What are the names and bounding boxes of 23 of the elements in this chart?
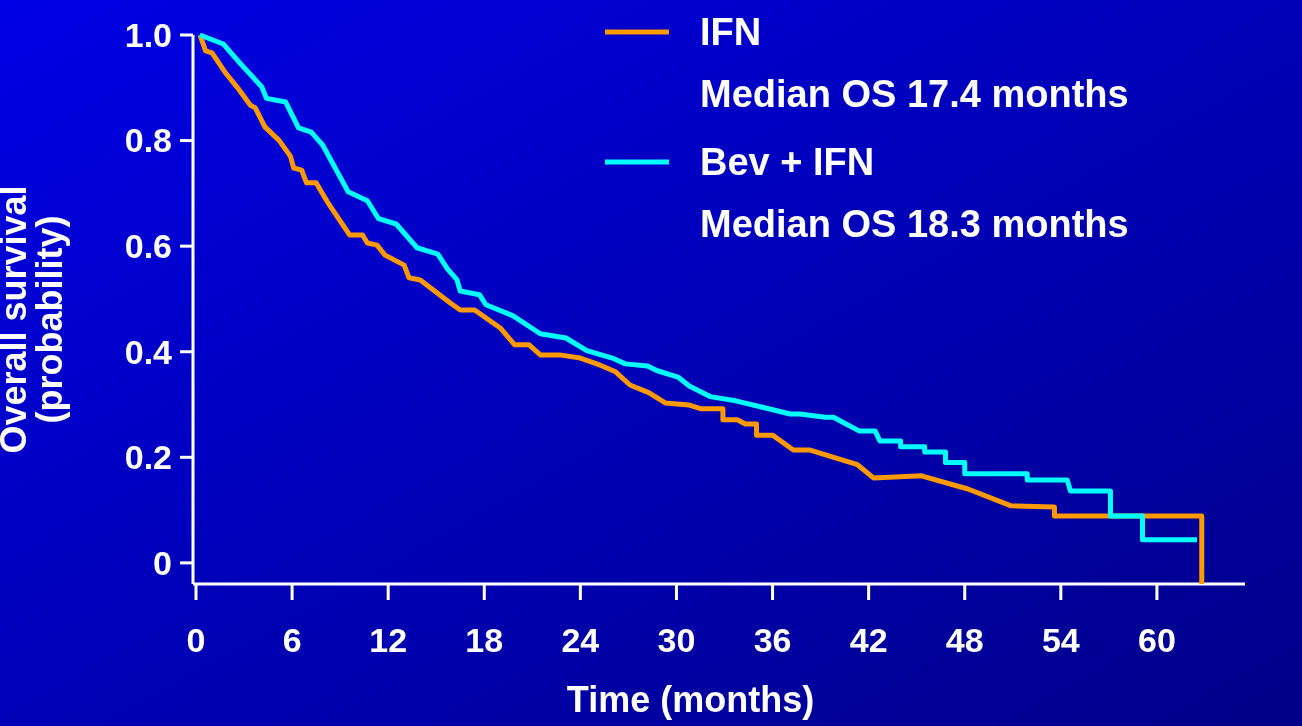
x-tick-label: 0 (186, 621, 206, 659)
x-tick-label: 36 (753, 621, 792, 659)
x-tick-label: 18 (465, 621, 504, 659)
y-tick-label: 0.8 (124, 121, 172, 160)
x-tick-label: 54 (1041, 621, 1080, 659)
annotation: Median OS 18.3 months (700, 203, 1129, 246)
annotation: Median OS 17.4 months (700, 73, 1129, 116)
legend-label: IFN (700, 11, 762, 54)
legend-label: Bev + IFN (700, 141, 875, 184)
x-tick-label: 60 (1138, 621, 1176, 659)
y-tick-label: 0.4 (124, 332, 173, 371)
x-axis-title: Time (months) (566, 679, 815, 720)
y-tick-label: 0 (153, 543, 172, 582)
x-tick-label: 24 (561, 621, 600, 659)
x-tick-label: 42 (849, 621, 888, 659)
y-tick-label: 1.0 (124, 15, 172, 54)
x-tick-label: 6 (282, 621, 302, 659)
y-axis-title: Overall survival (probability) (0, 185, 70, 454)
x-tick-label: 48 (945, 621, 984, 659)
y-tick-label: 0.6 (124, 227, 172, 266)
x-tick-label: 12 (369, 621, 408, 659)
y-tick-label: 0.2 (124, 438, 172, 477)
x-tick-label: 30 (657, 621, 696, 659)
